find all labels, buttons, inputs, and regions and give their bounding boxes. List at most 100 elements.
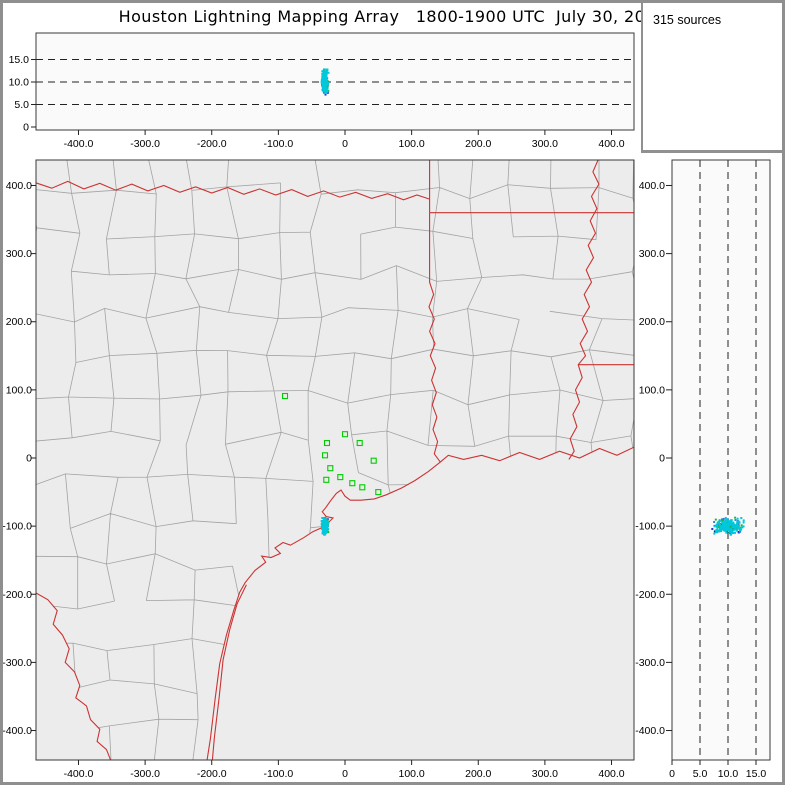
source-point — [727, 528, 730, 530]
station-marker — [356, 439, 363, 447]
source-point — [735, 525, 738, 528]
source-point — [740, 524, 743, 527]
top-altitude-panel — [35, 32, 635, 131]
source-point — [711, 528, 714, 530]
source-point — [321, 70, 324, 73]
tick-label: 300.0 — [6, 248, 32, 260]
source-point — [323, 88, 326, 91]
tick-label: -200.0 — [197, 768, 227, 780]
source-point — [715, 525, 718, 528]
tick-label: 0 — [342, 768, 348, 780]
source-point — [322, 89, 325, 92]
source-point — [327, 531, 330, 534]
source-point — [716, 528, 719, 531]
tick-label: 10.0 — [9, 77, 30, 89]
tick-label: 200.0 — [639, 316, 665, 328]
source-point — [741, 526, 743, 529]
tick-label: 100.0 — [398, 768, 424, 780]
source-point — [325, 526, 328, 529]
tick-label: -400.0 — [635, 725, 665, 737]
station-marker — [321, 452, 329, 459]
source-point — [726, 518, 729, 521]
source-point — [734, 526, 736, 529]
source-point — [323, 83, 326, 85]
source-point — [725, 521, 728, 524]
tick-label: 400.0 — [598, 768, 624, 780]
source-point — [719, 524, 721, 527]
source-point — [325, 524, 328, 527]
source-point — [322, 528, 324, 530]
right-panel-bg — [672, 160, 770, 760]
source-point — [736, 520, 739, 523]
station-marker — [349, 480, 356, 487]
source-point — [326, 90, 329, 93]
source-point — [729, 527, 732, 530]
source-point — [730, 529, 733, 532]
source-point — [325, 529, 328, 532]
source-point — [323, 73, 326, 76]
tick-label: 15.0 — [9, 54, 30, 66]
source-point — [732, 532, 735, 534]
source-point — [742, 525, 745, 528]
source-point — [324, 516, 327, 519]
source-point — [321, 82, 324, 85]
tick-label: 5.0 — [693, 768, 708, 780]
source-point — [714, 518, 717, 521]
source-point — [324, 82, 327, 85]
tick-label: -300.0 — [635, 657, 665, 669]
source-point — [719, 519, 722, 522]
source-point — [715, 531, 718, 534]
source-point — [734, 519, 737, 521]
source-point — [726, 520, 729, 522]
tick-label: -100.0 — [2, 521, 32, 533]
source-point — [738, 521, 741, 524]
source-point — [713, 521, 716, 523]
tick-label: 200.0 — [465, 138, 491, 150]
tick-label: 5.0 — [14, 99, 29, 111]
source-point — [322, 519, 325, 522]
tick-label: 300.0 — [532, 138, 558, 150]
source-point — [325, 68, 328, 71]
source-point — [727, 525, 730, 528]
source-point — [325, 531, 328, 534]
source-point — [723, 524, 726, 527]
source-point — [322, 522, 325, 525]
station-marker — [359, 484, 366, 491]
tick-label: 400.0 — [639, 180, 665, 192]
source-point — [721, 526, 724, 529]
source-point — [721, 523, 724, 526]
tick-label: 100.0 — [639, 384, 665, 396]
source-point — [724, 522, 727, 525]
tick-label: 10.0 — [718, 768, 739, 780]
station-marker — [323, 476, 330, 483]
tick-label: -200.0 — [2, 589, 32, 601]
source-point — [321, 84, 324, 87]
source-point — [327, 71, 330, 74]
source-point — [715, 523, 718, 526]
source-point — [321, 76, 324, 79]
source-point — [720, 528, 723, 531]
source-point — [325, 73, 328, 76]
source-point — [730, 519, 733, 522]
station-marker — [341, 431, 349, 438]
page-title: Houston Lightning Mapping Array 1800-190… — [118, 7, 667, 26]
source-point — [732, 521, 735, 524]
source-point — [324, 528, 327, 531]
source-point — [727, 523, 730, 526]
source-point — [719, 528, 721, 530]
source-point — [719, 529, 722, 532]
map-background — [36, 160, 634, 760]
source-point — [724, 517, 727, 519]
source-point — [323, 526, 326, 529]
source-point — [324, 93, 327, 96]
source-point — [324, 85, 327, 88]
tick-label: 0 — [659, 453, 665, 465]
source-point — [728, 520, 731, 523]
source-point — [723, 526, 726, 529]
source-point — [729, 529, 732, 532]
tick-label: 400.0 — [598, 138, 624, 150]
source-point — [730, 531, 733, 534]
right-panel-border — [671, 159, 771, 761]
source-point — [715, 529, 718, 532]
